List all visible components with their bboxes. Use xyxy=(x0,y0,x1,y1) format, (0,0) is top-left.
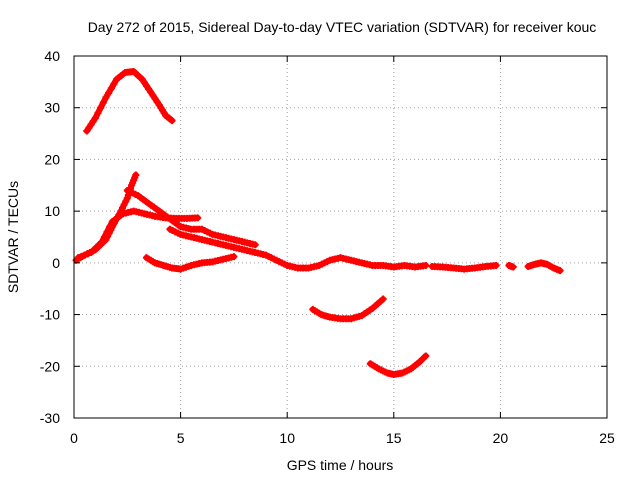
series-arc-6 xyxy=(142,253,238,273)
data-point xyxy=(168,117,176,125)
series-arc-11 xyxy=(524,259,564,275)
data-series-layer xyxy=(72,68,564,379)
x-tick-label: 0 xyxy=(70,430,78,446)
x-tick-label: 15 xyxy=(386,430,402,446)
data-point xyxy=(132,171,140,179)
x-tick-label: 25 xyxy=(599,430,615,446)
y-tick-label: 20 xyxy=(44,151,60,167)
y-tick-label: 0 xyxy=(52,255,60,271)
data-point xyxy=(100,233,108,241)
series-arc-2 xyxy=(72,171,140,264)
data-point xyxy=(251,241,259,249)
series-arc-4 xyxy=(123,186,259,249)
y-tick-label: 30 xyxy=(44,100,60,116)
data-point xyxy=(102,93,110,101)
x-tick-label: 20 xyxy=(493,430,509,446)
data-point xyxy=(509,263,517,271)
data-point xyxy=(91,114,99,122)
data-point xyxy=(94,109,102,117)
y-tick-label: -20 xyxy=(40,358,60,374)
y-tick-label: 40 xyxy=(44,48,60,64)
x-axis-label: GPS time / hours xyxy=(287,457,394,473)
data-point xyxy=(97,104,105,112)
chart-title: Day 272 of 2015, Sidereal Day-to-day VTE… xyxy=(88,19,597,35)
data-point xyxy=(422,352,430,360)
data-point xyxy=(105,89,113,97)
axis-ticks: 0 5 10 15 20 25 -30 -20 -10 0 10 20 30 40 xyxy=(40,48,615,446)
data-point xyxy=(110,80,118,88)
data-point xyxy=(379,295,387,303)
data-point xyxy=(98,238,106,246)
data-point xyxy=(422,261,430,269)
data-point xyxy=(492,261,500,269)
series-arc-10 xyxy=(505,261,517,271)
series-arc-8 xyxy=(366,352,430,379)
series-arc-5 xyxy=(166,225,430,272)
data-point xyxy=(107,84,115,92)
series-arc-9 xyxy=(428,261,500,273)
data-point xyxy=(99,99,107,107)
data-point xyxy=(194,214,202,222)
x-tick-label: 5 xyxy=(177,430,185,446)
series-arc-7 xyxy=(309,295,387,323)
x-tick-label: 10 xyxy=(279,430,295,446)
y-tick-label: 10 xyxy=(44,203,60,219)
data-point xyxy=(103,228,111,236)
y-tick-label: -10 xyxy=(40,307,60,323)
series-arc-1 xyxy=(83,68,176,135)
data-point xyxy=(106,223,114,231)
data-point xyxy=(556,267,564,275)
plot-frame xyxy=(73,55,608,419)
y-tick-label: -30 xyxy=(40,410,60,426)
data-point xyxy=(230,253,238,261)
y-axis-label: SDTVAR / TECUs xyxy=(5,181,21,293)
grid xyxy=(74,56,607,418)
